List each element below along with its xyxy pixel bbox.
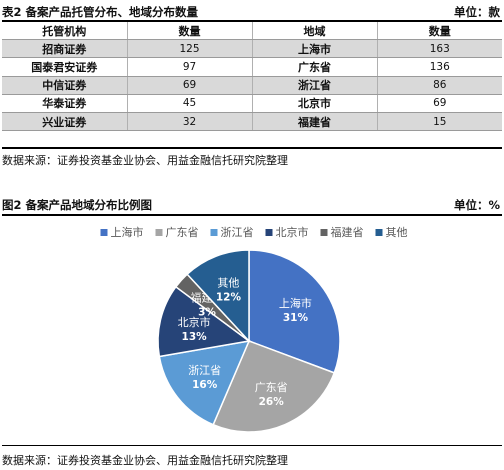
pie-slice: [212, 340, 336, 433]
legend-label: 北京市: [276, 225, 309, 239]
header-cell: 地域: [252, 22, 378, 41]
figure-bottom-rule: [2, 445, 502, 446]
region-cell: 北京市: [252, 94, 378, 113]
header-cell: 数量: [377, 22, 502, 41]
distribution-table: 托管机构 数量 地域 数量 招商证券 125 上海市 163 国泰君安证券 97…: [2, 22, 502, 132]
slice-value-label: 31%: [283, 312, 309, 324]
org-cell: 中信证券: [2, 76, 128, 95]
region-count-cell: 15: [377, 112, 502, 132]
slice-value-label: 13%: [182, 331, 208, 343]
table-row: 中信证券 69 浙江省 86: [2, 76, 502, 95]
legend-swatch: [210, 229, 218, 236]
region-count-cell: 136: [377, 57, 502, 77]
slice-name-label: 广东省: [255, 381, 288, 394]
table-source: 数据来源：证券投资基金业协会、用益金融信托研究院整理: [2, 154, 288, 167]
region-count-cell: 86: [377, 76, 502, 95]
legend-label: 福建省: [331, 225, 364, 239]
header-cell: 托管机构: [2, 22, 128, 41]
table-row: 兴业证券 32 福建省 15: [2, 112, 502, 132]
chart-legend: 上海市 广东省 浙江省 北京市 福建省 其他: [100, 225, 408, 239]
figure-unit: 单位：%: [453, 198, 500, 212]
org-count-cell: 45: [127, 94, 253, 113]
table-bottom-rule: [2, 147, 502, 149]
legend-swatch: [320, 229, 328, 236]
slice-value-label: 12%: [216, 292, 242, 304]
figure-title: 图2 备案产品地域分布比例图: [2, 198, 153, 212]
pie-chart: 上海市 广东省 浙江省 北京市 福建省 其他上海市31%广东省26%浙江省16%北京市13…: [100, 225, 408, 433]
org-count-cell: 32: [127, 112, 253, 132]
table-row: 招商证券 125 上海市 163: [2, 39, 502, 59]
region-cell: 福建省: [252, 112, 378, 132]
slice-name-label: 上海市: [279, 296, 312, 310]
table-title: 表2 备案产品托管分布、地域分布数量: [2, 5, 199, 19]
pie-slice: [248, 249, 341, 374]
table-row: 华泰证券 45 北京市 69: [2, 94, 502, 113]
region-cell: 广东省: [252, 57, 378, 77]
header-cell: 数量: [127, 22, 253, 41]
legend-swatch: [375, 229, 383, 236]
legend-label: 其他: [386, 226, 408, 239]
org-count-cell: 125: [127, 39, 253, 59]
org-cell: 招商证券: [2, 39, 128, 59]
region-count-cell: 69: [377, 94, 502, 113]
pie-slice: [186, 249, 250, 343]
figure-source: 数据来源：证券投资基金业协会、用益金融信托研究院整理: [2, 454, 288, 467]
region-cell: 上海市: [252, 39, 378, 59]
org-count-cell: 69: [127, 76, 253, 95]
slice-name-label: 北京市: [178, 315, 211, 329]
region-cell: 浙江省: [252, 76, 378, 95]
table-header-row: 托管机构 数量 地域 数量: [2, 22, 502, 41]
slice-value-label: 3%: [198, 306, 216, 318]
org-count-cell: 97: [127, 57, 253, 77]
slice-value-label: 16%: [192, 379, 218, 391]
figure-top-rule: [2, 214, 502, 216]
slice-value-label: 26%: [259, 396, 285, 408]
legend-label: 上海市: [111, 225, 144, 239]
region-count-cell: 163: [377, 39, 502, 59]
pie-slice: [158, 340, 251, 426]
legend-label: 浙江省: [221, 226, 254, 239]
table-row: 国泰君安证券 97 广东省 136: [2, 57, 502, 77]
pie-slice: [157, 285, 251, 358]
org-cell: 兴业证券: [2, 112, 128, 132]
legend-label: 广东省: [166, 226, 199, 239]
table-unit: 单位：款: [454, 5, 500, 19]
slice-name-label: 浙江省: [188, 364, 221, 377]
legend-swatch: [265, 229, 273, 236]
table-top-rule: [2, 20, 502, 22]
org-cell: 国泰君安证券: [2, 57, 128, 77]
slice-name-label: 其他: [217, 277, 239, 290]
legend-swatch: [100, 229, 108, 236]
legend-swatch: [155, 229, 163, 236]
org-cell: 华泰证券: [2, 94, 128, 113]
